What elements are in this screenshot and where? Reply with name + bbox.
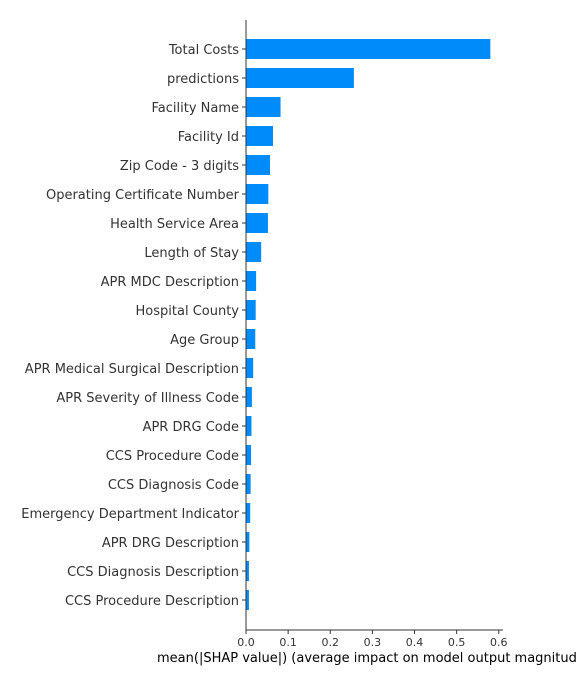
bar-2 <box>246 97 281 117</box>
x-tick-label-3: 0.3 <box>364 636 382 649</box>
bar-0 <box>246 39 490 59</box>
bar-10 <box>246 329 255 349</box>
x-tick-label-4: 0.4 <box>406 636 424 649</box>
bar-3 <box>246 126 273 146</box>
y-axis-ticks: Total Costs predictions Facility Name Facil… <box>21 43 246 609</box>
bar-4 <box>246 155 270 175</box>
bar-11 <box>246 358 253 378</box>
bar-6 <box>246 213 268 233</box>
y-tick-label-3: Facility Id <box>178 130 239 145</box>
bar-7 <box>246 242 261 262</box>
bar-13 <box>246 416 251 436</box>
x-tick-label-0: 0.0 <box>237 636 255 649</box>
plot-area <box>246 39 490 610</box>
y-tick-label-18: CCS Diagnosis Description <box>67 565 239 580</box>
bar-15 <box>246 474 251 494</box>
y-tick-label-12: APR Severity of Illness Code <box>56 391 239 406</box>
bar-9 <box>246 300 256 320</box>
x-tick-label-5: 0.5 <box>448 636 466 649</box>
bar-16 <box>246 503 250 523</box>
bar-5 <box>246 184 268 204</box>
y-tick-label-14: CCS Procedure Code <box>106 449 239 464</box>
y-tick-label-2: Facility Name <box>151 101 239 116</box>
y-tick-label-17: APR DRG Description <box>102 536 239 551</box>
y-tick-label-13: APR DRG Code <box>143 420 239 435</box>
bar-8 <box>246 271 256 291</box>
y-tick-label-8: APR MDC Description <box>101 275 239 290</box>
y-tick-label-5: Operating Certificate Number <box>46 188 240 203</box>
x-axis-ticks: 0.0 0.1 0.2 0.3 0.4 0.5 0.6 <box>237 630 507 649</box>
y-tick-label-1: predictions <box>167 72 239 87</box>
y-tick-label-4: Zip Code - 3 digits <box>120 159 239 174</box>
y-tick-label-6: Health Service Area <box>110 217 239 232</box>
y-tick-label-7: Length of Stay <box>144 246 239 261</box>
y-tick-label-0: Total Costs <box>168 43 239 58</box>
bar-12 <box>246 387 252 407</box>
bar-17 <box>246 532 249 552</box>
x-tick-label-1: 0.1 <box>279 636 297 649</box>
y-tick-label-15: CCS Diagnosis Code <box>108 478 239 493</box>
y-tick-label-11: APR Medical Surgical Description <box>25 362 239 377</box>
bar-1 <box>246 68 354 88</box>
y-tick-label-19: CCS Procedure Description <box>65 594 239 609</box>
bar-14 <box>246 445 251 465</box>
x-axis-label: mean(|SHAP value|) (average impact on mo… <box>157 651 576 666</box>
y-tick-label-16: Emergency Department Indicator <box>21 507 239 522</box>
y-tick-label-9: Hospital County <box>136 304 240 319</box>
x-tick-label-2: 0.2 <box>322 636 340 649</box>
y-tick-label-10: Age Group <box>170 333 239 348</box>
x-tick-label-6: 0.6 <box>490 636 508 649</box>
